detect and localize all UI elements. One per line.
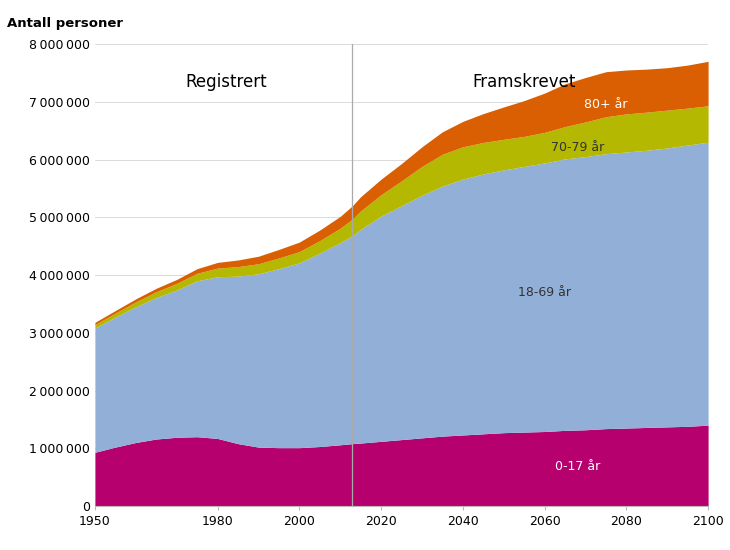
Text: Framskrevet: Framskrevet — [472, 73, 576, 91]
Text: 18-69 år: 18-69 år — [518, 286, 571, 299]
Text: 0-17 år: 0-17 år — [555, 460, 600, 473]
Text: Registrert: Registrert — [185, 73, 266, 91]
Text: 70-79 år: 70-79 år — [550, 141, 604, 155]
Text: 80+ år: 80+ år — [584, 98, 628, 111]
Text: Antall personer: Antall personer — [7, 16, 123, 30]
